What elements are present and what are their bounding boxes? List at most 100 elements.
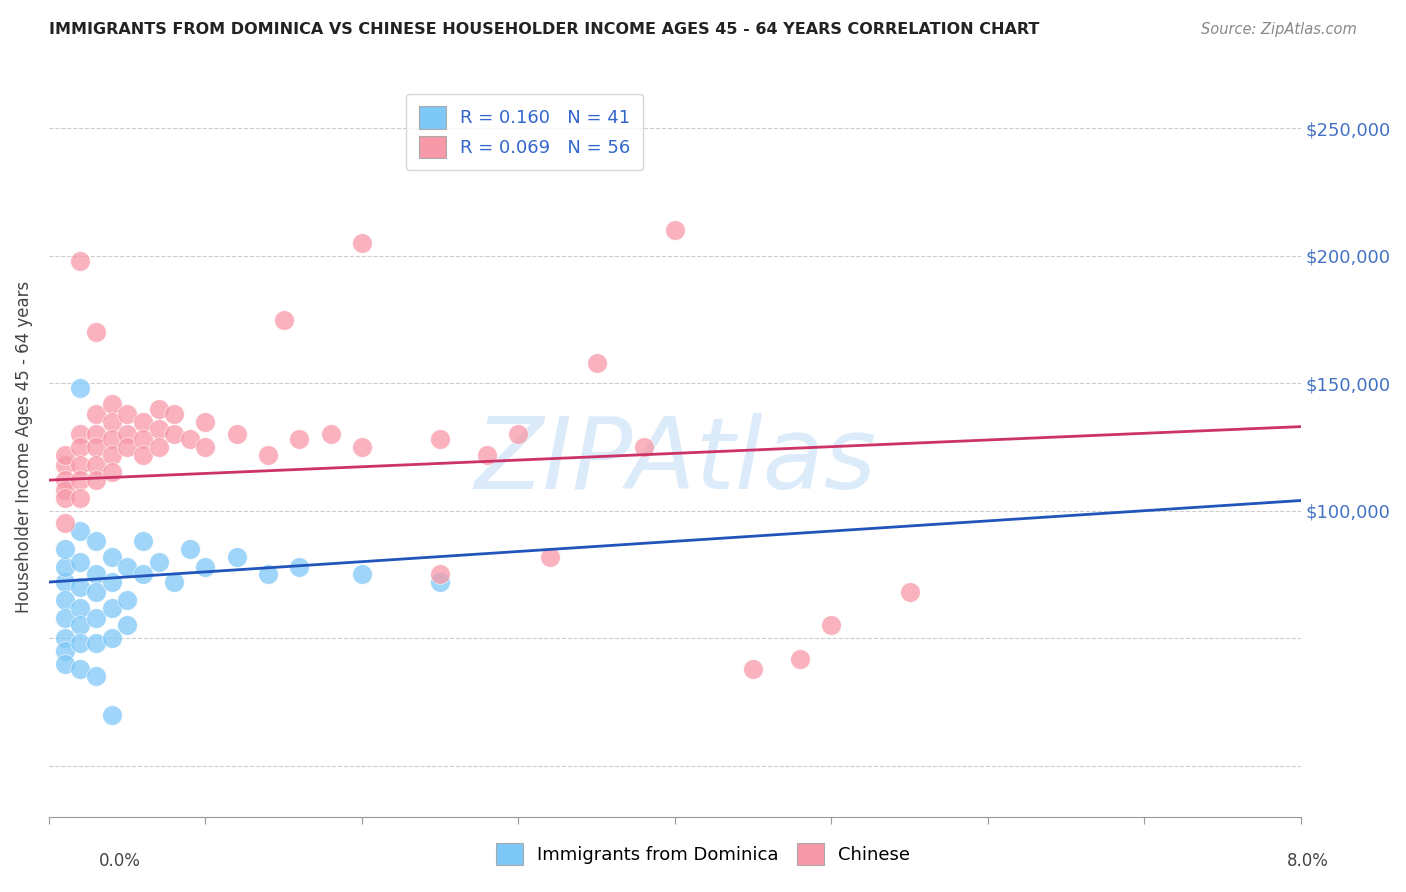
Point bbox=[53, 611, 76, 625]
Point bbox=[132, 534, 155, 549]
Point bbox=[194, 415, 217, 429]
Point bbox=[100, 600, 122, 615]
Point bbox=[53, 631, 76, 645]
Point bbox=[53, 559, 76, 574]
Point bbox=[742, 662, 765, 676]
Point bbox=[820, 618, 842, 632]
Point bbox=[100, 631, 122, 645]
Y-axis label: Householder Income Ages 45 - 64 years: Householder Income Ages 45 - 64 years bbox=[15, 281, 32, 613]
Point bbox=[148, 555, 170, 569]
Text: 8.0%: 8.0% bbox=[1286, 852, 1329, 870]
Point bbox=[179, 541, 201, 556]
Point bbox=[633, 440, 655, 454]
Legend: Immigrants from Dominica, Chinese: Immigrants from Dominica, Chinese bbox=[488, 836, 918, 872]
Point bbox=[84, 458, 107, 472]
Point bbox=[163, 427, 186, 442]
Point bbox=[148, 422, 170, 436]
Point bbox=[194, 559, 217, 574]
Point bbox=[84, 585, 107, 599]
Point bbox=[194, 440, 217, 454]
Point bbox=[69, 254, 91, 268]
Point bbox=[288, 559, 311, 574]
Point bbox=[100, 448, 122, 462]
Point bbox=[53, 516, 76, 531]
Point bbox=[585, 356, 607, 370]
Point bbox=[429, 433, 451, 447]
Text: IMMIGRANTS FROM DOMINICA VS CHINESE HOUSEHOLDER INCOME AGES 45 - 64 YEARS CORREL: IMMIGRANTS FROM DOMINICA VS CHINESE HOUS… bbox=[49, 22, 1039, 37]
Point bbox=[538, 549, 561, 564]
Point bbox=[163, 407, 186, 421]
Point bbox=[84, 326, 107, 340]
Point bbox=[84, 611, 107, 625]
Point bbox=[257, 448, 280, 462]
Legend: R = 0.160   N = 41, R = 0.069   N = 56: R = 0.160 N = 41, R = 0.069 N = 56 bbox=[406, 94, 643, 170]
Point bbox=[84, 636, 107, 650]
Point bbox=[163, 575, 186, 590]
Point bbox=[69, 555, 91, 569]
Text: Source: ZipAtlas.com: Source: ZipAtlas.com bbox=[1201, 22, 1357, 37]
Point bbox=[100, 466, 122, 480]
Text: 0.0%: 0.0% bbox=[98, 852, 141, 870]
Point bbox=[789, 651, 811, 665]
Point bbox=[319, 427, 342, 442]
Point bbox=[84, 567, 107, 582]
Text: ZIPAtlas: ZIPAtlas bbox=[474, 413, 876, 510]
Point bbox=[84, 440, 107, 454]
Point bbox=[69, 618, 91, 632]
Point bbox=[115, 427, 138, 442]
Point bbox=[429, 567, 451, 582]
Point bbox=[475, 448, 498, 462]
Point bbox=[69, 473, 91, 487]
Point bbox=[225, 549, 247, 564]
Point bbox=[115, 440, 138, 454]
Point bbox=[69, 440, 91, 454]
Point bbox=[115, 618, 138, 632]
Point bbox=[148, 440, 170, 454]
Point bbox=[273, 312, 295, 326]
Point bbox=[148, 401, 170, 416]
Point bbox=[69, 580, 91, 594]
Point bbox=[100, 415, 122, 429]
Point bbox=[225, 427, 247, 442]
Point bbox=[53, 491, 76, 505]
Point bbox=[69, 600, 91, 615]
Point bbox=[53, 593, 76, 607]
Point bbox=[69, 491, 91, 505]
Point bbox=[508, 427, 530, 442]
Point bbox=[69, 458, 91, 472]
Point bbox=[100, 575, 122, 590]
Point bbox=[84, 473, 107, 487]
Point bbox=[288, 433, 311, 447]
Point bbox=[179, 433, 201, 447]
Point bbox=[100, 397, 122, 411]
Point bbox=[132, 448, 155, 462]
Point bbox=[84, 669, 107, 683]
Point bbox=[53, 541, 76, 556]
Point bbox=[132, 433, 155, 447]
Point bbox=[84, 534, 107, 549]
Point bbox=[84, 427, 107, 442]
Point bbox=[53, 448, 76, 462]
Point bbox=[132, 415, 155, 429]
Point bbox=[350, 236, 373, 251]
Point bbox=[100, 433, 122, 447]
Point bbox=[53, 575, 76, 590]
Point bbox=[84, 407, 107, 421]
Point bbox=[898, 585, 921, 599]
Point bbox=[115, 559, 138, 574]
Point bbox=[69, 381, 91, 395]
Point bbox=[69, 524, 91, 538]
Point bbox=[69, 662, 91, 676]
Point bbox=[53, 644, 76, 658]
Point bbox=[100, 549, 122, 564]
Point bbox=[53, 473, 76, 487]
Point bbox=[429, 575, 451, 590]
Point bbox=[53, 483, 76, 498]
Point bbox=[115, 593, 138, 607]
Point bbox=[350, 567, 373, 582]
Point bbox=[53, 657, 76, 671]
Point bbox=[69, 636, 91, 650]
Point bbox=[69, 427, 91, 442]
Point bbox=[115, 407, 138, 421]
Point bbox=[100, 707, 122, 722]
